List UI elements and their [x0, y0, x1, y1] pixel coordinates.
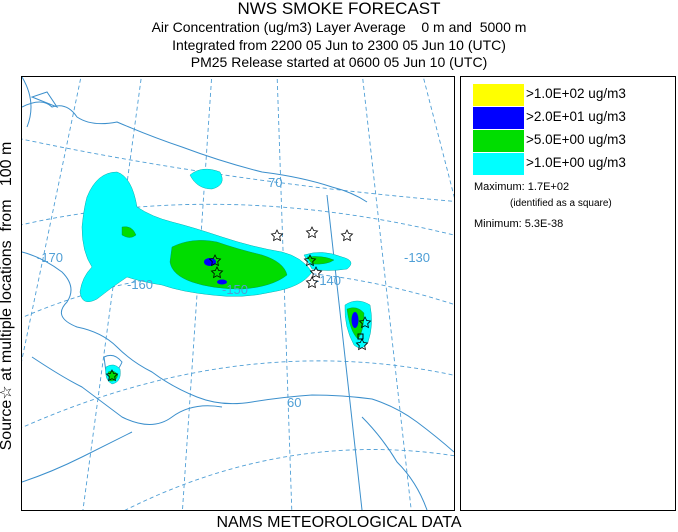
aleutian-chain [22, 431, 133, 483]
siberia-coast [22, 77, 32, 128]
legend-panel: >1.0E+02 ug/m3 >2.0E+01 ug/m3 >5.0E+00 u… [460, 76, 676, 511]
integration-period: Integrated from 2200 05 Jun to 2300 05 J… [172, 37, 506, 53]
coastlines [22, 77, 454, 510]
legend-label-blue: >2.0E+01 ug/m3 [526, 109, 626, 124]
legend-item-green: >5.0E+00 ug/m3 [473, 130, 673, 152]
legend-swatch-green [473, 130, 524, 152]
lon-label-160w: -160 [127, 277, 153, 292]
maximum-value: Maximum: 1.7E+02 [474, 181, 570, 193]
alaska-peninsula [31, 356, 223, 425]
star-icon [305, 226, 319, 239]
legend-label-green: >5.0E+00 ug/m3 [526, 132, 626, 147]
star-icon [208, 254, 222, 267]
lat-label-60: 60 [287, 395, 301, 410]
lat-label-70: 70 [268, 175, 282, 190]
panhandle-coast [361, 416, 428, 510]
source-location-label: Source☆ at multiple locations from 100 m [0, 142, 15, 451]
legend-label-yellow: >1.0E+02 ug/m3 [526, 86, 626, 101]
source-markers [105, 226, 372, 382]
star-icon [305, 276, 319, 289]
meridian-170 [82, 77, 142, 510]
star-icon [358, 316, 372, 329]
lon-label-130w: -130 [404, 250, 430, 265]
star-icon [355, 338, 369, 351]
legend-swatch-yellow [473, 84, 524, 106]
minimum-value: Minimum: 5.3E-38 [474, 218, 564, 230]
lat-line-70 [22, 203, 454, 236]
lon-label-170w: -170 [37, 250, 63, 265]
lat-line-55 [124, 449, 454, 510]
legend-item-cyan: >1.0E+00 ug/m3 [473, 153, 673, 175]
meridian-160 [182, 77, 213, 510]
wrangel-island [30, 91, 59, 109]
maximum-square [357, 333, 364, 340]
map-canvas: 70 -170 -160 -150 -140 -130 60 [22, 77, 454, 510]
star-icon [270, 229, 284, 242]
star-icon [303, 254, 317, 267]
release-start: PM25 Release started at 0600 05 Jun 10 (… [190, 54, 488, 70]
canada-border [326, 194, 363, 510]
star-icon [309, 266, 323, 279]
star-icon [210, 266, 224, 279]
legend-item-blue: >2.0E+01 ug/m3 [473, 107, 673, 129]
lon-label-150w: -150 [222, 282, 248, 297]
legend-item-yellow: >1.0E+02 ug/m3 [473, 84, 673, 106]
plume-blue [204, 258, 359, 328]
plume-blue-core-1 [204, 258, 216, 266]
lon-label-140w: -140 [315, 273, 341, 288]
plume-blue-core-2 [217, 279, 227, 285]
star-icon [340, 229, 354, 242]
legend-swatch-cyan [473, 153, 524, 175]
concentration-subtitle: Air Concentration (ug/m3) Layer Average … [151, 19, 527, 35]
meridian-180 [22, 77, 82, 362]
meridian-120 [422, 77, 454, 198]
lat-line-75 [22, 138, 454, 202]
plume-west-green [121, 226, 137, 238]
page-title: NWS SMOKE FORECAST [237, 0, 441, 18]
plume-main-green [169, 240, 288, 290]
plume-north-cyan [189, 168, 223, 190]
lat-line-60 [22, 360, 454, 429]
southern-coast [22, 251, 454, 453]
star-icon [105, 369, 119, 382]
meridian-150 [276, 77, 293, 510]
maximum-note: (identified as a square) [510, 198, 612, 209]
graticule [22, 77, 454, 510]
legend-label-cyan: >1.0E+00 ug/m3 [526, 155, 626, 170]
legend-swatch-blue [473, 107, 524, 129]
smoke-map: 70 -170 -160 -150 -140 -130 60 [21, 76, 455, 511]
arctic-coast [22, 101, 368, 203]
plume-blue-core-3 [351, 312, 359, 328]
meridian-130 [362, 77, 412, 510]
meteorological-data-label: NAMS METEOROLOGICAL DATA [216, 514, 462, 531]
